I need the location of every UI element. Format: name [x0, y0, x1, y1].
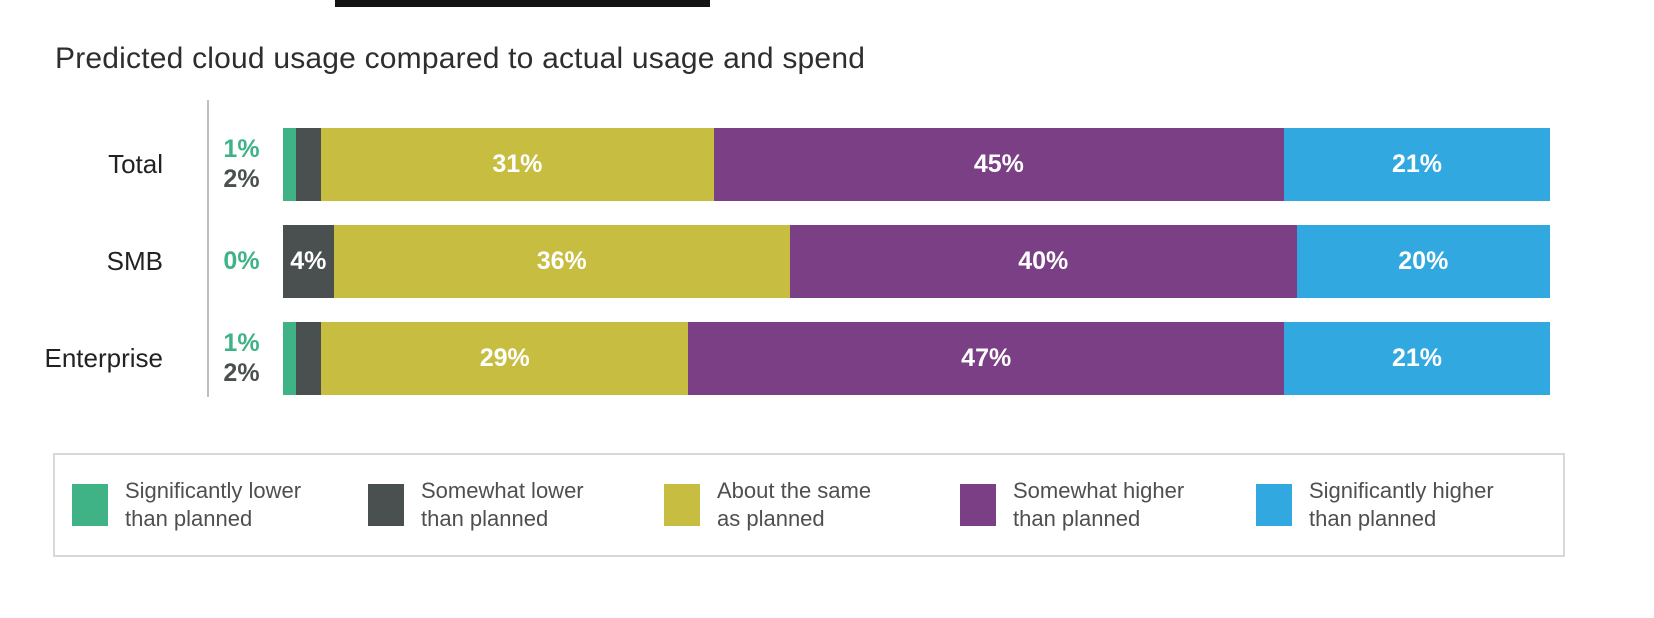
outside-labels: 0%: [186, 225, 283, 298]
bar-segment: 29%: [321, 322, 689, 395]
bar-segment: [283, 128, 296, 201]
segment-value-label: 45%: [973, 150, 1024, 178]
legend-swatch: [664, 484, 700, 526]
bar-row: SMB 0% 4% 36% 40% 20%: [0, 225, 1654, 298]
bar-segment: 21%: [1283, 128, 1550, 201]
bar-row: Total 1% 2% 31% 45% 21%: [0, 128, 1654, 201]
outside-value-label: 1%: [223, 134, 260, 163]
bar-segment: [295, 128, 322, 201]
legend-swatch: [960, 484, 996, 526]
cropped-header-bar: [335, 0, 710, 7]
outside-value-label: 0%: [223, 246, 260, 275]
bar-segment: 47%: [688, 322, 1284, 395]
segment-value-label: 29%: [479, 344, 530, 372]
bar-segment: 45%: [713, 128, 1284, 201]
bar: 29% 47% 21%: [283, 322, 1550, 395]
bar-segment: 4%: [283, 225, 334, 298]
outside-labels: 1% 2%: [186, 322, 283, 395]
outside-labels: 1% 2%: [186, 128, 283, 201]
legend-item: Significantly higher than planned: [1256, 477, 1552, 533]
segment-value-label: 36%: [536, 247, 587, 275]
bar-segment: [283, 322, 296, 395]
segment-value-label: 20%: [1398, 247, 1449, 275]
category-label: Enterprise: [44, 343, 164, 373]
legend-label: Somewhat lower than planned: [421, 478, 584, 531]
segment-value-label: 4%: [290, 247, 327, 275]
legend-label: Somewhat higher than planned: [1013, 478, 1185, 531]
legend-swatch: [72, 484, 108, 526]
bar-segment: [295, 322, 322, 395]
bar-row: Enterprise 1% 2% 29% 47% 21%: [0, 322, 1654, 395]
bar: 4% 36% 40% 20%: [283, 225, 1551, 298]
outside-value-label: 1%: [223, 328, 260, 357]
segment-value-label: 40%: [1018, 247, 1069, 275]
segment-value-label: 21%: [1391, 150, 1442, 178]
rows: Total 1% 2% 31% 45% 21% SMB 0% 4% 36% 40% 20% …: [0, 128, 1654, 419]
page-title: Predicted cloud usage compared to actual…: [55, 42, 866, 76]
outside-value-label: 2%: [223, 359, 260, 387]
category-axis-line: [207, 100, 209, 397]
category-label: Total: [108, 149, 163, 179]
category-label: SMB: [106, 246, 163, 276]
legend: Significantly lower than planned Somewhat…: [53, 453, 1565, 557]
legend-item: Somewhat lower than planned: [368, 477, 664, 533]
outside-value-label: 2%: [223, 165, 260, 193]
legend-label: About the same as planned: [717, 478, 872, 531]
stacked-bar-chart: Total 1% 2% 31% 45% 21% SMB 0% 4% 36% 40% 20% …: [0, 100, 1654, 400]
legend-swatch: [368, 484, 404, 526]
segment-value-label: 21%: [1391, 344, 1442, 372]
segment-value-label: 31%: [492, 150, 543, 178]
bar-segment: 31%: [321, 128, 714, 201]
bar-segment: 20%: [1296, 225, 1551, 298]
segment-value-label: 47%: [961, 344, 1012, 372]
bar-segment: 36%: [333, 225, 790, 298]
legend-label: Significantly lower than planned: [125, 478, 302, 531]
bar-segment: 21%: [1283, 322, 1550, 395]
legend-item: Significantly lower than planned: [72, 477, 368, 533]
bar: 31% 45% 21%: [283, 128, 1550, 201]
legend-item: About the same as planned: [664, 477, 960, 533]
legend-item: Somewhat higher than planned: [960, 477, 1256, 533]
legend-label: Significantly higher than planned: [1309, 478, 1494, 531]
bar-segment: 40%: [789, 225, 1297, 298]
legend-swatch: [1256, 484, 1292, 526]
